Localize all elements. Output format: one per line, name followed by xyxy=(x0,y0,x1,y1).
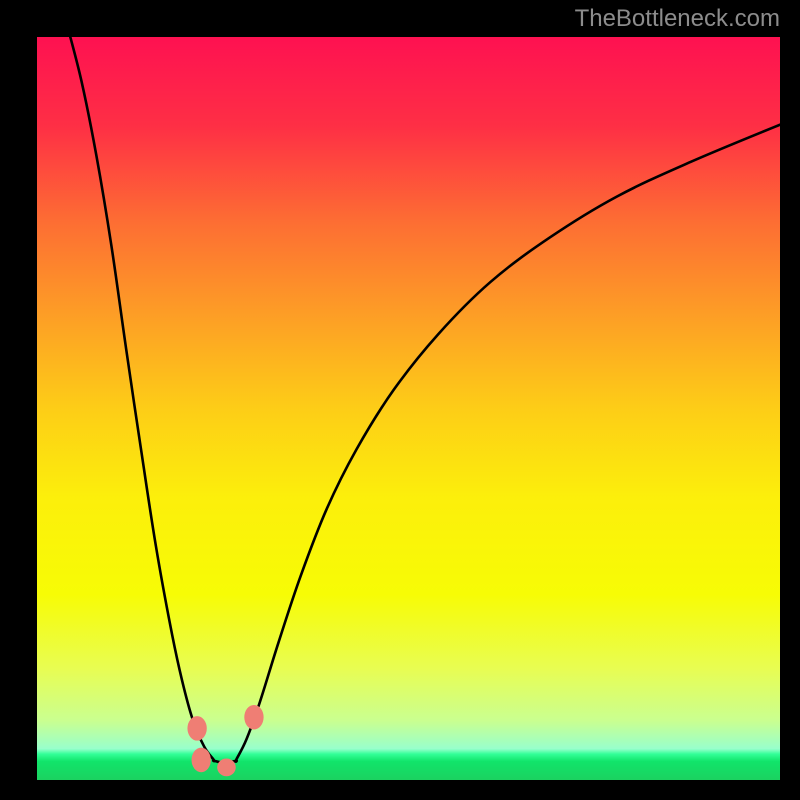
chart-svg xyxy=(37,37,780,780)
data-marker-3 xyxy=(244,705,263,730)
data-marker-2 xyxy=(217,758,236,776)
gradient-background xyxy=(37,37,780,780)
plot-area xyxy=(37,37,780,780)
data-marker-0 xyxy=(187,716,206,741)
watermark-text: TheBottleneck.com xyxy=(575,5,780,33)
data-marker-1 xyxy=(192,748,211,773)
